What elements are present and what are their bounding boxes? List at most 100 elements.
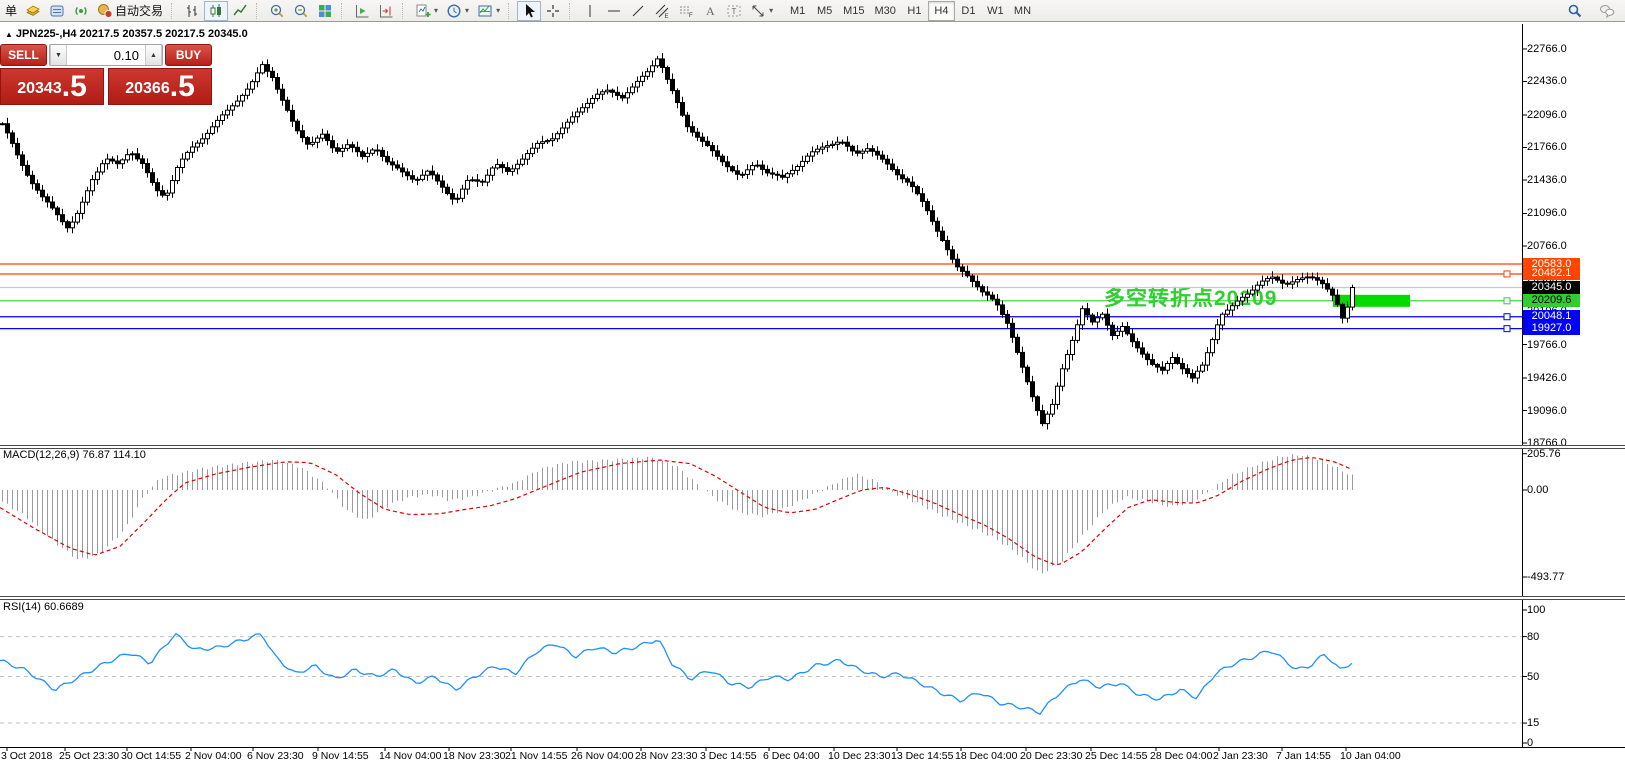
toolbar-trendline-button[interactable]	[626, 1, 650, 21]
pane-separator[interactable]	[0, 445, 1625, 449]
volume-stepper: ▼ 0.10 ▲	[49, 44, 163, 66]
time-axis-label: 13 Dec 14:55	[891, 750, 954, 762]
rsi-line	[0, 632, 1353, 716]
pane-separator[interactable]	[0, 596, 1625, 600]
toolbar-new-order-button[interactable]: 单	[1, 1, 21, 21]
toolbar-signals-button[interactable]	[69, 1, 93, 21]
timeframe-mn-button[interactable]: MN	[1009, 1, 1036, 21]
toolbar-crosshair-button[interactable]	[541, 1, 565, 21]
price-axis-tick-label: 22766.0	[1527, 42, 1567, 55]
time-axis-label: 2 Nov 04:00	[185, 750, 242, 762]
axis-frame	[6, 24, 1527, 751]
toolbar-group	[179, 0, 253, 22]
buy-price-frac: .5	[169, 70, 195, 103]
chevron-down-icon[interactable]: ▾	[769, 6, 774, 15]
price-level-label: 19927.0	[1523, 322, 1580, 336]
volume-input[interactable]: 0.10	[67, 45, 145, 65]
time-axis-label: 10 Dec 23:30	[828, 750, 891, 762]
time-axis-label: 20 Dec 23:30	[1020, 750, 1083, 762]
timeframe-m5-button[interactable]: M5	[811, 1, 838, 21]
toolbar-search-button[interactable]	[1563, 1, 1587, 21]
toolbar-cursor-button[interactable]	[517, 0, 542, 21]
toolbar-indicators-button[interactable]: ▾	[411, 1, 442, 21]
toolbar-line-chart-button[interactable]	[228, 1, 252, 21]
buy-price[interactable]: 20366.5	[108, 68, 212, 105]
chevron-down-icon[interactable]: ▾	[465, 6, 470, 15]
timeframe-d1-button[interactable]: D1	[955, 1, 982, 21]
toolbar-vertical-line-button[interactable]	[578, 1, 602, 21]
toolbar-chart-shift-button[interactable]	[374, 1, 398, 21]
toolbar-group: 单 自动交易	[0, 0, 168, 22]
macd-indicator-label: MACD(12,26,9) 76.87 114.10	[3, 449, 146, 461]
sell-price-main: 20343	[17, 80, 62, 97]
toolbar-text-label-button[interactable]: T	[722, 1, 746, 21]
sell-button[interactable]: SELL	[0, 44, 47, 66]
toolbar-bar-chart-button[interactable]	[180, 1, 204, 21]
toolbar-candlestick-button[interactable]	[204, 0, 229, 21]
buy-price-main: 20366	[125, 80, 170, 97]
crosshair-icon	[545, 3, 561, 19]
text-label-icon: T	[726, 3, 742, 19]
toolbar-chat-button[interactable]	[1595, 1, 1619, 21]
chat-icon	[1599, 3, 1615, 19]
zoom-out-icon	[293, 3, 309, 19]
toolbar-market-watch-button[interactable]	[21, 1, 45, 21]
timeframe-m15-button[interactable]: M15	[838, 1, 869, 21]
toolbar-zoom-out-button[interactable]	[289, 1, 313, 21]
toolbar-text-button[interactable]: A	[698, 1, 722, 21]
toolbar-group: ▾ ▾ ▾	[410, 0, 505, 22]
chart-annotation-text[interactable]: 多空转折点20209	[1104, 287, 1278, 310]
timeframe-h4-button[interactable]: H4	[927, 0, 955, 21]
collapse-triangle-icon[interactable]: ▲	[5, 30, 13, 39]
toolbar-templates-button[interactable]: ▾	[473, 1, 504, 21]
toolbar-fibonacci-button[interactable]: F	[674, 1, 698, 21]
time-axis-label: 6 Nov 23:30	[247, 750, 304, 762]
signals-icon	[73, 3, 89, 19]
time-axis-label: 25 Dec 14:55	[1085, 750, 1148, 762]
toolbar-separator	[256, 2, 261, 19]
toolbar-arrows-button[interactable]: ▾	[746, 1, 777, 21]
timeframe-m1-button[interactable]: M1	[784, 1, 811, 21]
auto-scroll-icon	[354, 3, 370, 19]
toolbar-group	[349, 0, 399, 22]
price-axis-tick-label: 21096.0	[1527, 207, 1567, 220]
toolbar-button-label: 自动交易	[115, 4, 164, 18]
svg-text:E: E	[665, 14, 669, 19]
sell-price[interactable]: 20343.5	[0, 68, 104, 105]
time-axis-label: 3 Dec 14:55	[700, 750, 757, 762]
toolbar-channel-button[interactable]: E	[650, 1, 674, 21]
time-axis-label: 28 Nov 23:30	[635, 750, 698, 762]
toolbar-periods-button[interactable]: ▾	[442, 1, 473, 21]
toolbar-autotrading-button[interactable]: 自动交易	[93, 1, 167, 21]
toolbar-tile-windows-button[interactable]	[313, 1, 337, 21]
timeframe-h1-button[interactable]: H1	[901, 1, 928, 21]
buy-button[interactable]: BUY	[165, 44, 212, 66]
chevron-down-icon[interactable]: ▾	[496, 6, 501, 15]
periods-icon	[446, 3, 462, 19]
candlestick-series	[0, 53, 1355, 430]
price-axis-tick-label: 19096.0	[1527, 404, 1567, 417]
time-axis-label: 25 Oct 23:30	[59, 750, 120, 762]
toolbar-zoom-in-button[interactable]	[265, 1, 289, 21]
templates-icon	[477, 3, 493, 19]
price-axis-tick-label: 19766.0	[1527, 338, 1567, 351]
toolbar-horizontal-line-button[interactable]	[602, 1, 626, 21]
volume-decrease-button[interactable]: ▼	[50, 45, 67, 65]
bar-chart-icon	[184, 3, 200, 19]
time-axis-label: 18 Nov 23:30	[443, 750, 506, 762]
timeframe-w1-button[interactable]: W1	[982, 1, 1009, 21]
toolbar-auto-scroll-button[interactable]	[350, 1, 374, 21]
timeframe-m30-button[interactable]: M30	[870, 1, 901, 21]
toolbar-data-window-button[interactable]	[45, 1, 69, 21]
time-axis-label: 6 Dec 04:00	[763, 750, 820, 762]
time-axis-label: 21 Nov 14:55	[505, 750, 568, 762]
level-lines[interactable]	[0, 263, 1522, 333]
time-axis-label: 28 Dec 04:00	[1150, 750, 1213, 762]
chevron-down-icon[interactable]: ▾	[434, 6, 439, 15]
price-axis-tick-label: 100	[1527, 604, 1546, 616]
volume-increase-button[interactable]: ▲	[145, 45, 162, 65]
price-axis-tick-label: 205.76	[1527, 447, 1561, 460]
macd-histogram	[2, 454, 1353, 574]
time-axis-label: 10 Jan 04:00	[1340, 750, 1401, 762]
